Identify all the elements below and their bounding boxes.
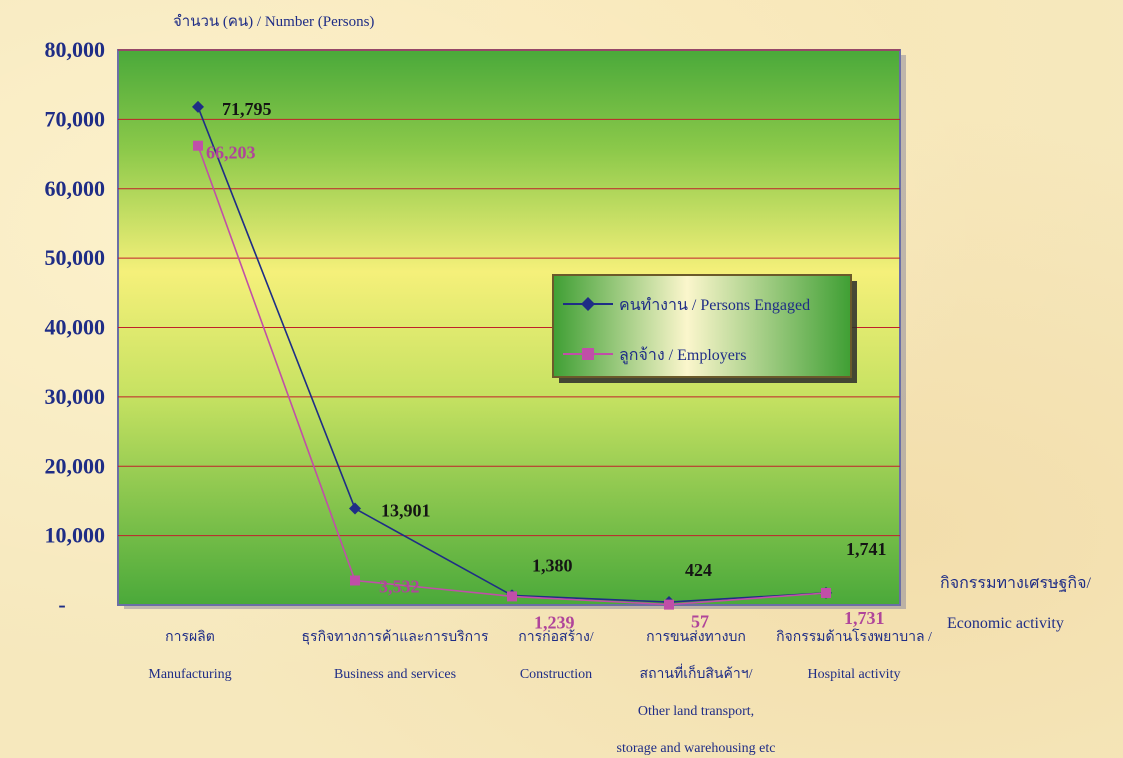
y-tick-label: 10,000	[45, 523, 106, 548]
x-axis-label-en: Economic activity	[947, 615, 1064, 632]
data-label: 13,901	[381, 501, 431, 521]
category-label: การก่อสร้าง/	[518, 629, 594, 645]
data-point	[507, 591, 517, 602]
data-point	[349, 502, 361, 515]
y-tick-label: 50,000	[45, 245, 106, 270]
legend-label-persons: คนทำงาน / Persons Engaged	[619, 297, 810, 314]
x-axis-categories: การผลิต Manufacturing ธุรกิจทางการค้าและกา…	[148, 628, 932, 756]
category-label: สถานที่เก็บสินค้าฯ/	[640, 664, 753, 682]
y-axis-ticks: - 10,000 20,000 30,000 40,000 50,000 60,000 70,…	[45, 37, 106, 617]
category-label: Business and services	[334, 667, 456, 682]
category-label: Manufacturing	[148, 667, 231, 682]
category-label: Hospital activity	[808, 667, 901, 682]
data-label: 71,795	[222, 99, 272, 119]
data-label: 1,380	[532, 555, 573, 575]
category-label: กิจกรรมด้านโรงพยาบาล /	[776, 628, 932, 645]
category-label: ธุรกิจทางการค้าและการบริการ	[302, 629, 489, 645]
category-label: Construction	[520, 667, 592, 682]
legend-label-employers: ลูกจ้าง / Employers	[619, 346, 746, 365]
legend-box	[552, 274, 852, 378]
data-label: 1,239	[534, 612, 575, 632]
data-point	[821, 587, 831, 598]
category-label: การขนส่งทางบก	[646, 630, 746, 645]
data-label: 1,731	[844, 608, 885, 628]
data-point	[193, 140, 203, 151]
legend: คนทำงาน / Persons Engaged ลูกจ้าง / Empl…	[552, 274, 857, 383]
data-label: 66,203	[206, 143, 256, 163]
legend-marker-square	[582, 348, 594, 360]
category-label: การผลิต	[165, 630, 215, 645]
data-labels: 71,795 13,901 1,380 424 1,741 66,203 3,532 1,23…	[206, 99, 887, 632]
data-label: 3,532	[379, 576, 420, 596]
y-axis-label: จำนวน (คน) / Number (Persons)	[173, 13, 374, 30]
data-label: 57	[691, 612, 709, 632]
data-point	[664, 599, 674, 610]
x-axis-label-th: กิจกรรมทางเศรษฐกิจ/	[940, 575, 1091, 592]
legend-marker-diamond	[581, 297, 595, 311]
category-label: storage and warehousing etc	[617, 741, 776, 756]
data-label: 424	[685, 560, 712, 580]
data-point	[192, 100, 204, 113]
y-tick-label: -	[58, 592, 65, 617]
y-tick-label: 70,000	[45, 106, 106, 131]
series-layer	[192, 100, 832, 610]
y-tick-label: 40,000	[45, 315, 106, 340]
y-tick-label: 30,000	[45, 384, 106, 409]
y-tick-label: 20,000	[45, 453, 106, 478]
y-tick-label: 60,000	[45, 176, 106, 201]
category-label: Other land transport,	[638, 704, 754, 719]
data-point	[350, 575, 360, 586]
data-label: 1,741	[846, 539, 887, 559]
y-tick-label: 80,000	[45, 37, 106, 62]
